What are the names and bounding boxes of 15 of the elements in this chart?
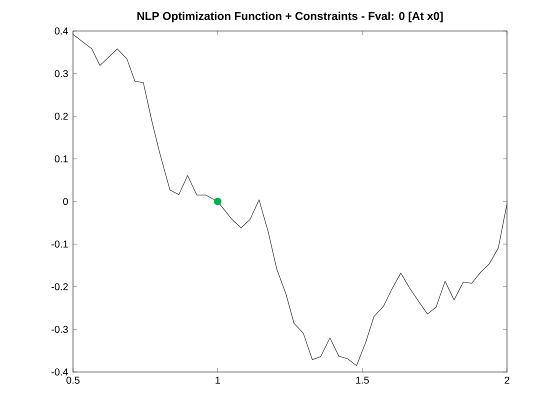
x-tick-label: 0.5 [66, 376, 80, 384]
y-tick-label: 0.3 [54, 70, 68, 78]
y-tick-label: 0.4 [54, 27, 68, 35]
y-tick-label: -0.1 [52, 240, 68, 248]
y-tick-label: 0.2 [54, 112, 68, 120]
y-tick-label: -0.2 [52, 283, 68, 290]
chart-title: NLP Optimization Function + Constraints - Fval: 0 [At x0] [137, 12, 443, 22]
line-series [72, 34, 508, 366]
y-tick-label: -0.3 [52, 326, 68, 333]
x-tick-label: 1 [216, 376, 220, 384]
y-tick-label: 0 [63, 198, 68, 206]
x-tick-label: 2 [504, 376, 510, 384]
y-tick-label: 0.1 [54, 155, 68, 162]
y-tick-label: -0.4 [52, 368, 68, 376]
x-tick-label: 1.5 [356, 376, 369, 384]
